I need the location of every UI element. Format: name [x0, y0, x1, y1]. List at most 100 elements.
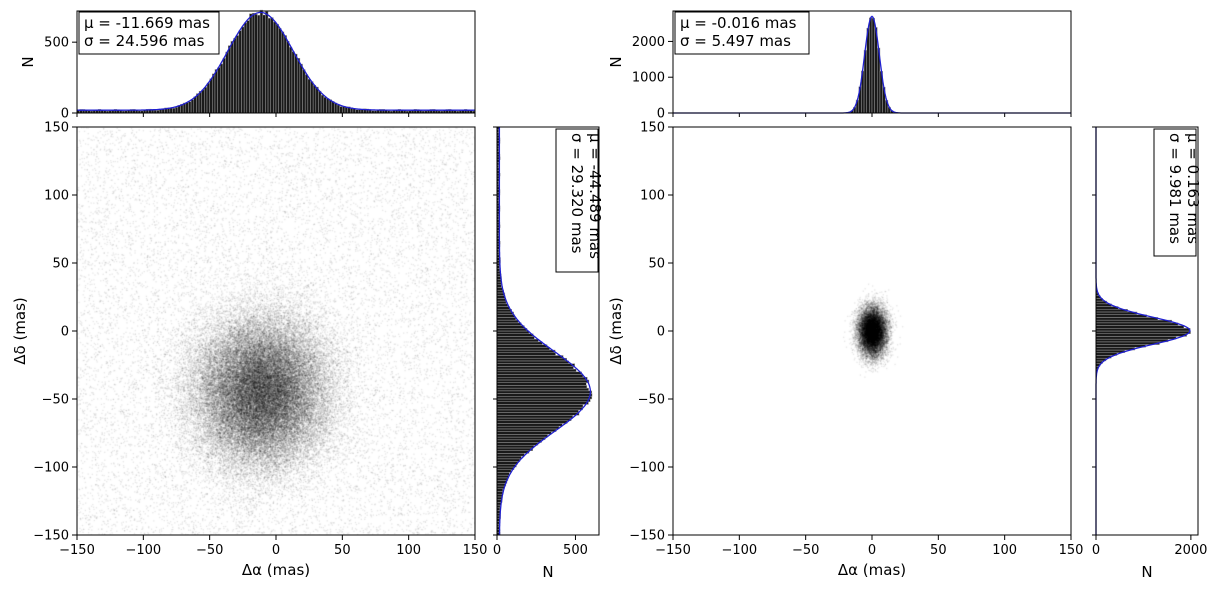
- side-hist-bar: [496, 284, 502, 288]
- side-hist-bar: [496, 439, 542, 443]
- y-tick-label: 0: [657, 325, 665, 340]
- top-hist-bar: [212, 73, 216, 114]
- side-hist-bar: [1095, 341, 1160, 345]
- side-hist-bar: [1095, 344, 1146, 348]
- side-hist-bar: [496, 308, 513, 313]
- top-hist-bar: [273, 21, 277, 114]
- side-hist-bar: [496, 281, 502, 286]
- top-hist-bar: [257, 14, 261, 114]
- side-hist-bar: [496, 300, 507, 305]
- side-hist-bar: [496, 434, 548, 438]
- side-hist-bar: [1095, 325, 1185, 329]
- y-tick-label: −150: [629, 529, 665, 544]
- side-hist-bar: [496, 306, 510, 310]
- side-hist-bar: [496, 406, 583, 411]
- side-hist-bar: [1095, 336, 1177, 340]
- side-hist-bar: [496, 382, 587, 386]
- side-hist-bar: [496, 415, 573, 419]
- side-hist-fit-curve: [498, 127, 592, 535]
- top-hist-bar: [204, 87, 208, 114]
- side-hist-bar: [496, 298, 506, 302]
- top-hist-bar: [275, 23, 279, 114]
- side-hist-bar: [1095, 319, 1173, 324]
- side-hist-bar: [496, 328, 528, 332]
- x-tick-label: −50: [196, 543, 223, 558]
- top-hist-bar: [230, 41, 234, 114]
- top-hist-bar: [302, 69, 306, 114]
- side-hist-bar: [496, 336, 535, 340]
- top-hist-bar: [169, 107, 173, 114]
- top-hist-bar: [233, 37, 237, 114]
- top-hist-stat-box: [674, 11, 810, 55]
- top-hist-y-label: N: [607, 56, 625, 67]
- x-axis-label: Δα (mas): [838, 561, 906, 579]
- top-hist-bar: [869, 17, 873, 114]
- top-hist-bar: [185, 102, 189, 114]
- top-hist-bar: [328, 99, 332, 114]
- top-hist-bar: [291, 51, 295, 114]
- top-hist-bar: [307, 78, 311, 114]
- x-tick-label: 150: [463, 543, 488, 558]
- side-hist-bar: [496, 311, 514, 315]
- top-hist-bar: [866, 27, 870, 114]
- x-tick-label: 50: [930, 543, 947, 558]
- top-hist-bar: [174, 107, 179, 114]
- y-tick-label: 100: [44, 189, 69, 204]
- side-hist-frame: [496, 126, 600, 536]
- side-hist-bar: [1095, 330, 1191, 334]
- side-hist-bar: [496, 423, 563, 427]
- top-hist-bar: [281, 31, 285, 114]
- side-hist-bar: [496, 453, 525, 457]
- side-hist-stat-box: [555, 128, 599, 273]
- side-hist-bar: [496, 371, 582, 375]
- top-hist-bar: [193, 96, 197, 114]
- top-hist-bar: [220, 63, 224, 114]
- x-tick-label: 150: [1059, 543, 1084, 558]
- x-tick-label: −100: [721, 543, 757, 558]
- x-tick-label: −100: [125, 543, 161, 558]
- top-hist-sigma-text: σ = 24.596 mas: [84, 32, 205, 50]
- top-hist-bar: [172, 107, 176, 114]
- side-hist-bar: [496, 303, 508, 307]
- side-hist-bar: [496, 428, 557, 432]
- side-hist-bar: [496, 357, 567, 362]
- side-hist-bar: [496, 464, 517, 468]
- side-hist-bar: [496, 401, 589, 405]
- side-hist-bar: [496, 455, 522, 460]
- side-hist-bar: [496, 450, 530, 454]
- y-tick-label: 0: [61, 325, 69, 340]
- side-hist-bar: [496, 347, 550, 351]
- top-hist-bar: [339, 106, 343, 114]
- top-hist-bar: [283, 35, 287, 114]
- side-hist-bar: [496, 477, 509, 481]
- top-hist-bar: [235, 35, 240, 114]
- side-hist-bar: [496, 317, 516, 321]
- side-hist-sigma-text: σ = 9.981 mas: [1166, 133, 1184, 244]
- side-hist-bar: [496, 409, 579, 413]
- top-hist-mean-text: μ = -0.016 mas: [680, 14, 797, 32]
- panel-left: −150 −100 −50 0 50 100 150 −150 −100 −50 0 50 100 150…: [11, 9, 604, 581]
- top-hist-bar: [198, 90, 202, 114]
- side-hist-mean-text: μ = 0.163 mas: [1184, 133, 1202, 244]
- side-hist-bar: [496, 461, 518, 465]
- top-hist-bar: [241, 26, 245, 114]
- x-tick-label: 100: [992, 543, 1017, 558]
- scatter-points: [673, 127, 1071, 535]
- top-hist-bar: [299, 63, 303, 114]
- side-hist-bar: [496, 466, 515, 470]
- top-hist-mean-text: μ = -11.669 mas: [84, 14, 210, 32]
- top-hist-bar: [352, 108, 356, 114]
- top-hist-bar: [294, 53, 298, 114]
- top-hist-bar: [259, 9, 263, 114]
- y-tick-label: −50: [638, 393, 665, 408]
- top-hist-y-tick-label: 2000: [632, 35, 665, 50]
- panel-right: −150 −100 −50 0 50 100 150 −150 −100 −50 0 50 100 150…: [607, 10, 1207, 581]
- y-axis-label: Δδ (mas): [11, 297, 29, 365]
- top-hist-y-tick-label: 500: [44, 36, 69, 51]
- side-hist-bar: [496, 319, 519, 324]
- top-hist-bar: [326, 98, 330, 114]
- top-hist-bar: [188, 101, 192, 114]
- top-hist-bar: [238, 30, 242, 114]
- side-hist-bar: [496, 474, 509, 479]
- top-hist-y-tick-label: 0: [61, 107, 69, 122]
